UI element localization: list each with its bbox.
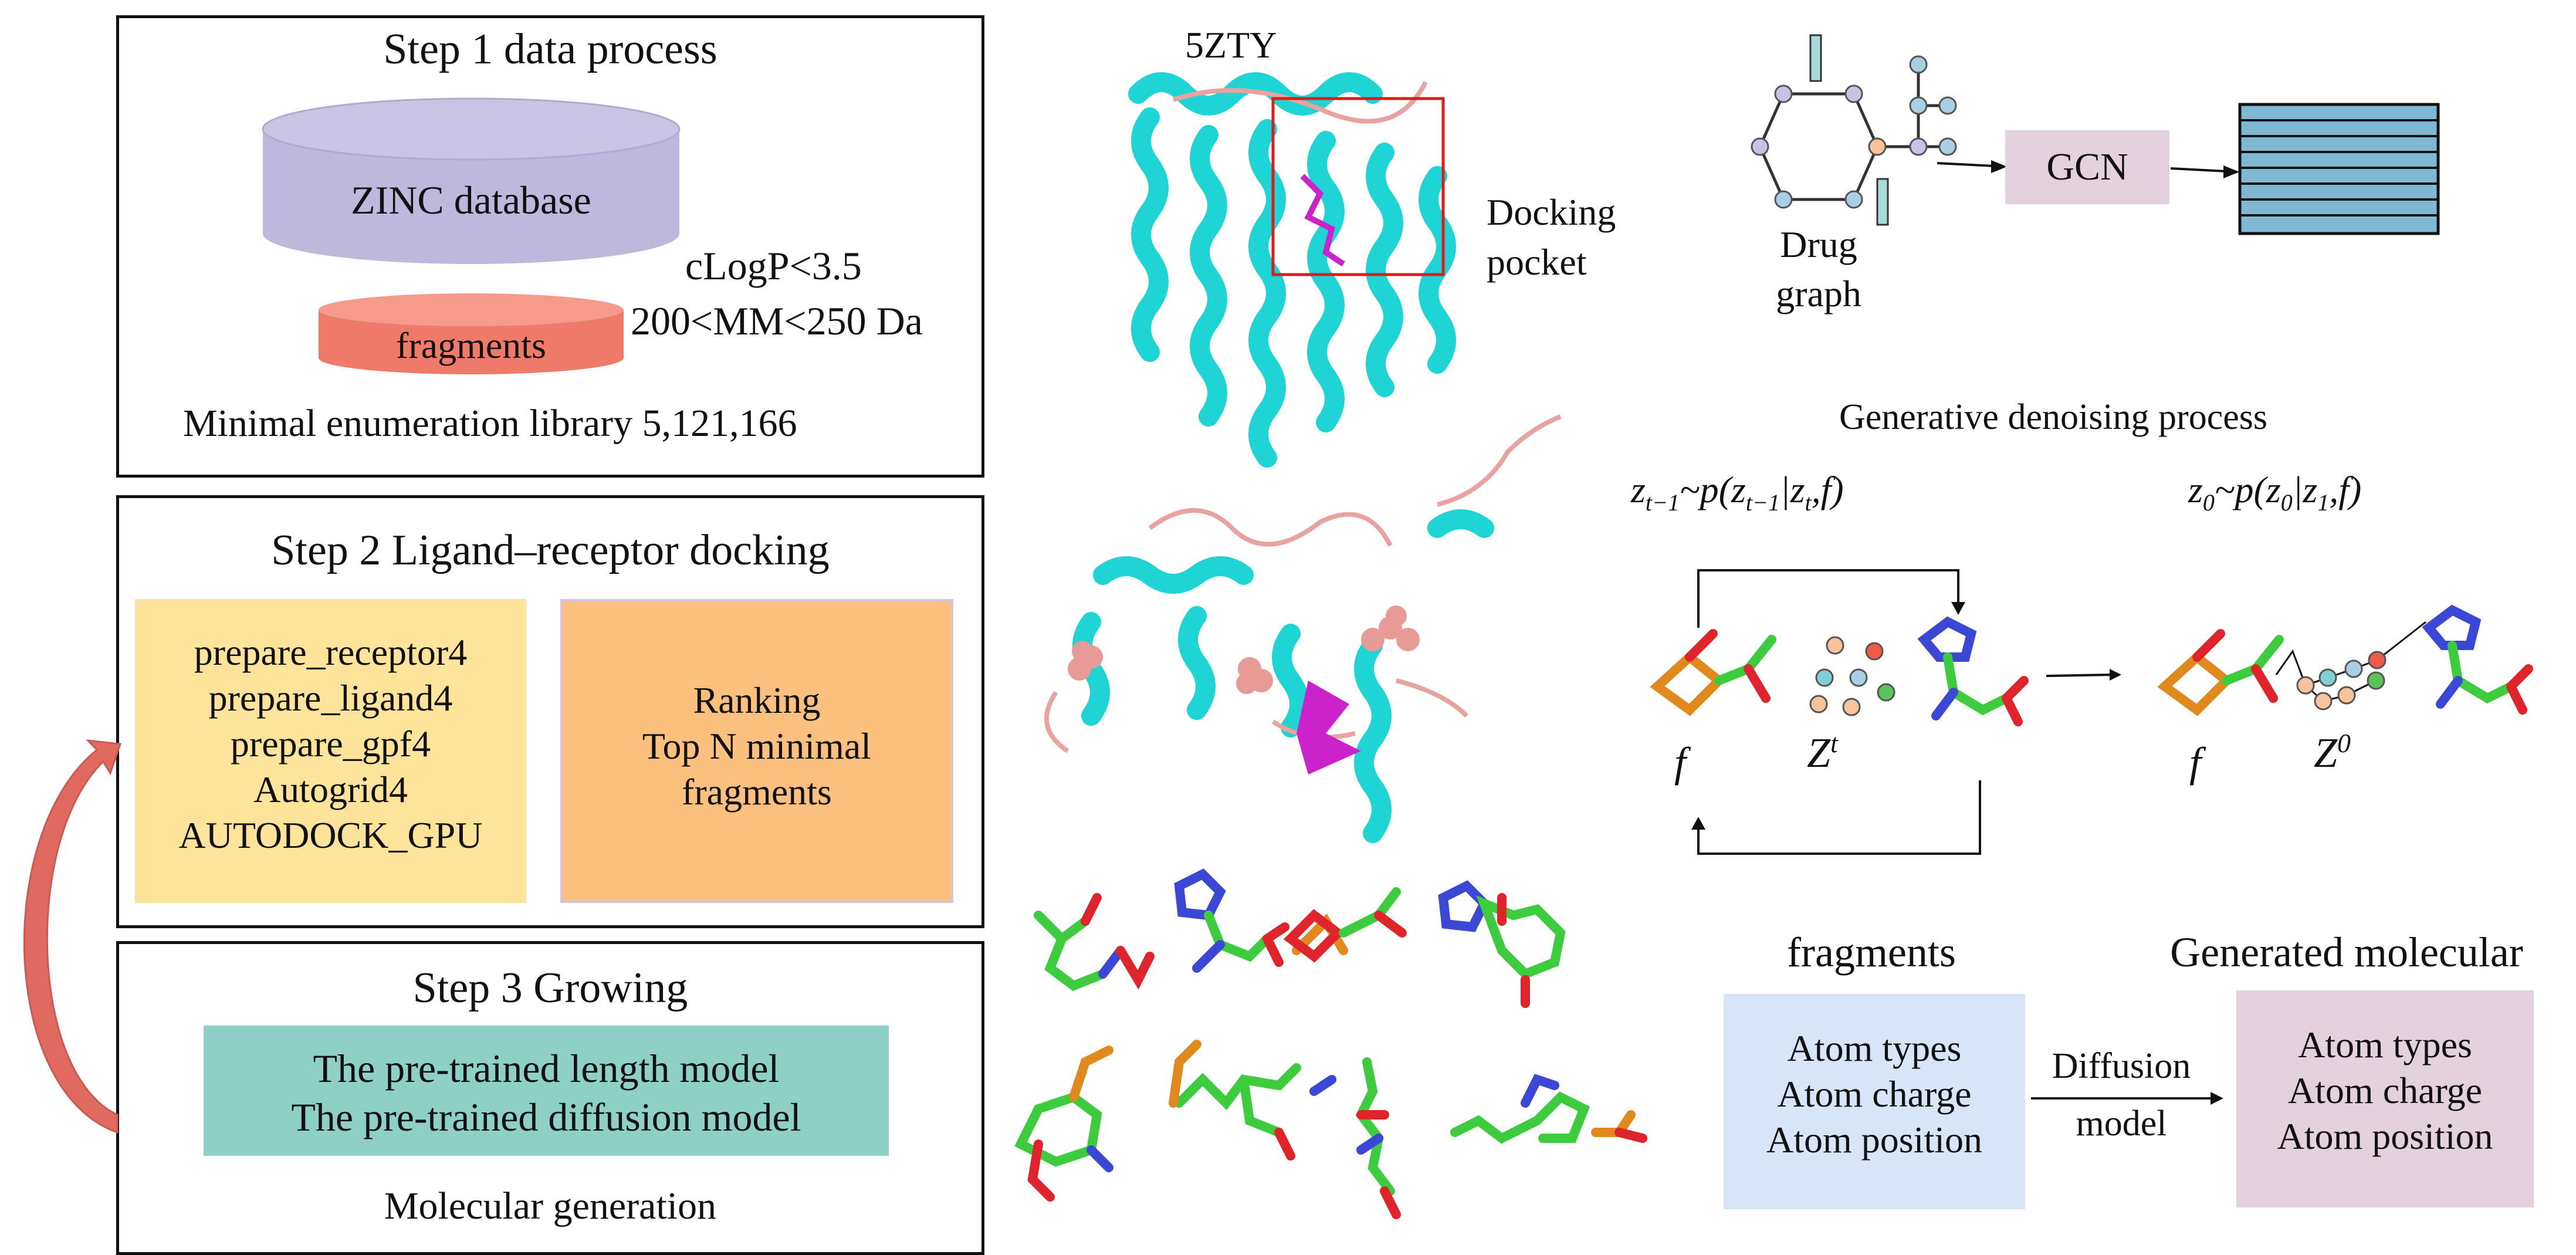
command-prepare-gpf: prepare_gpf4 — [230, 723, 431, 765]
pdb-id-label: 5ZTY — [1185, 24, 1277, 66]
length-model-label: The pre-trained length model — [313, 1046, 780, 1091]
fragment-molecule-3 — [1283, 887, 1407, 963]
fragment-molecule-4 — [1438, 880, 1566, 1008]
fragments-features-box: Atom types Atom charge Atom position — [1724, 994, 2025, 1209]
command-prepare-receptor: prepare_receptor4 — [194, 631, 468, 673]
fragment-feature-atom-charge: Atom charge — [1777, 1073, 1972, 1115]
label-z0: Z0 — [2314, 728, 2351, 776]
command-prepare-ligand: prepare_ligand4 — [208, 677, 453, 719]
denoising-title: Generative denoising process — [1839, 397, 2267, 437]
diffusion-model-label: The pre-trained diffusion model — [291, 1094, 801, 1139]
noise-atoms-zt — [1809, 636, 1895, 716]
pretrained-models-box: The pre-trained length model The pre-tra… — [204, 1026, 889, 1156]
fragment-right-z0 — [2422, 604, 2533, 715]
diffusion-arrow-label-2: model — [2076, 1104, 2167, 1144]
docking-pocket-box — [1271, 97, 1445, 276]
generated-feature-atom-charge: Atom charge — [2287, 1070, 2483, 1112]
generated-features-box: Atom types Atom charge Atom position — [2236, 990, 2534, 1207]
diffusion-arrow-label-1: Diffusion — [2052, 1046, 2191, 1086]
fragment-molecule-5 — [1014, 1046, 1113, 1202]
label-f-right: f — [2189, 739, 2202, 786]
docking-commands-box: prepare_receptor4 prepare_ligand4 prepar… — [135, 599, 526, 903]
gcn-box: GCN — [2005, 130, 2169, 204]
label-f-left: f — [1674, 739, 1687, 786]
fragment-molecule-2 — [1174, 868, 1289, 973]
feature-matrix — [2238, 103, 2440, 235]
fragment-feature-atom-types: Atom types — [1787, 1027, 1962, 1069]
docking-pocket-label-1: Docking — [1487, 191, 1616, 233]
generated-feature-atom-position: Atom position — [2277, 1115, 2493, 1158]
fragment-molecule-8 — [1450, 1074, 1647, 1144]
fragment-feature-atom-position: Atom position — [1766, 1119, 1983, 1161]
drug-graph-label-1: Drug — [1780, 224, 1857, 265]
ranking-line-3: fragments — [682, 771, 832, 813]
ranking-line-1: Ranking — [693, 679, 821, 721]
fragment-f-right — [2157, 629, 2284, 716]
ranking-box: Ranking Top N minimal fragments — [560, 599, 953, 903]
fragments-title: fragments — [1787, 929, 1956, 976]
command-autodock-gpu: AUTODOCK_GPU — [178, 814, 483, 857]
step1-title: Step 1 data process — [383, 25, 717, 73]
step2-title: Step 2 Ligand–receptor docking — [271, 526, 830, 574]
fragment-f-left — [1650, 629, 1776, 716]
denoising-equation-2: z0~p(z0|z1,f) — [2188, 469, 2362, 516]
generated-feature-atom-types: Atom types — [2298, 1024, 2472, 1065]
fragment-molecule-1 — [1034, 893, 1155, 992]
label-zt: Zt — [1807, 728, 1838, 776]
fragment-molecule-6 — [1169, 1040, 1336, 1161]
fragment-right-zt — [1917, 616, 2029, 726]
atoms-z0 — [2275, 621, 2426, 711]
library-text: Minimal enumeration library 5,121,166 — [183, 402, 797, 445]
filter-logp: cLogP<3.5 — [685, 243, 862, 288]
zinc-database-label: ZINC database — [351, 178, 591, 222]
fragments-cylinder-label: fragments — [396, 324, 546, 366]
drug-graph-label-2: graph — [1776, 273, 1861, 314]
denoising-equation-1: zt−1~p(zt−1|zt,f) — [1631, 469, 1844, 516]
ranking-line-2: Top N minimal — [642, 725, 872, 767]
filter-mass: 200<MM<250 Da — [631, 299, 923, 343]
fragment-molecule-7 — [1355, 1057, 1401, 1219]
command-autogrid: Autogrid4 — [253, 769, 408, 811]
molecular-generation-caption: Molecular generation — [384, 1185, 717, 1227]
generated-molecular-title: Generated molecular — [2170, 929, 2523, 976]
docking-pocket-label-2: pocket — [1487, 241, 1587, 283]
step3-title: Step 3 Growing — [412, 964, 688, 1012]
